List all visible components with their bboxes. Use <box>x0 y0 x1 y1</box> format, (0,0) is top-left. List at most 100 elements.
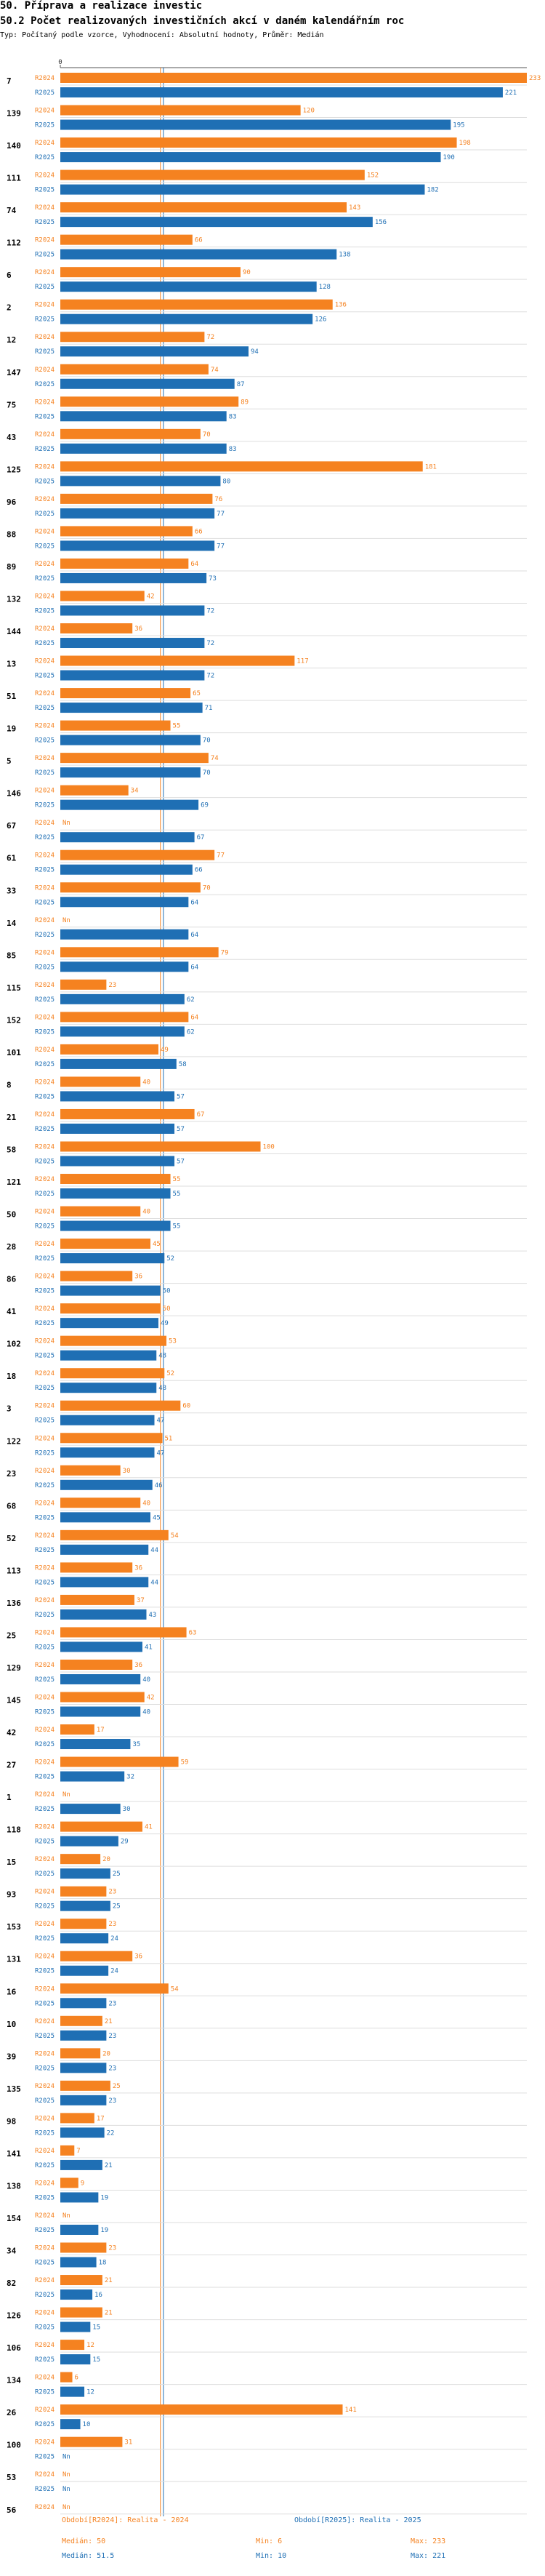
bar-r2025 <box>60 1900 110 1911</box>
series-label-r2025: R2025 <box>35 575 54 583</box>
bar-r2024 <box>60 2145 75 2156</box>
bar-r2024 <box>60 1303 161 1314</box>
bar-r2025 <box>60 1318 159 1329</box>
series-label-r2025: R2025 <box>35 1320 54 1327</box>
bar-value-r2025: 83 <box>229 446 237 453</box>
series-label-r2024: R2024 <box>35 528 54 535</box>
series-label-r2025: R2025 <box>35 1061 54 1068</box>
series-label-r2025: R2025 <box>35 1028 54 1036</box>
bar-value-r2025: 15 <box>92 2324 100 2332</box>
bar-r2024 <box>60 2307 102 2318</box>
series-label-r2024: R2024 <box>35 1629 54 1636</box>
bar-r2025 <box>60 572 207 583</box>
series-label-r2024: R2024 <box>35 1824 54 1831</box>
series-label-r2024: R2024 <box>35 2180 54 2187</box>
series-label-r2024: R2024 <box>35 788 54 795</box>
series-label-r2025: R2025 <box>35 1839 54 1846</box>
bar-value-r2024: 42 <box>147 593 155 600</box>
bar-value-r2025: 128 <box>319 284 331 291</box>
bar-r2024 <box>60 396 239 407</box>
bar-value-r2025: 72 <box>206 640 214 647</box>
bar-value-r2024: 79 <box>221 949 229 956</box>
chart-info: Typ: Počítaný podle vzorce, Vyhodnocení:… <box>0 31 324 39</box>
bar-value-r2024: Nn <box>62 2504 70 2511</box>
bar-value-r2025: 23 <box>108 2000 116 2007</box>
series-label-r2024: R2024 <box>35 2018 54 2025</box>
series-label-r2024: R2024 <box>35 1953 54 1961</box>
bar-value-r2025: 77 <box>217 511 225 518</box>
bar-value-r2024: 40 <box>142 1209 150 1216</box>
bar-r2025 <box>60 1156 175 1167</box>
category-label: 98 <box>7 2116 16 2126</box>
bar-r2024 <box>60 1821 142 1832</box>
bar-value-r2025: 71 <box>205 705 213 712</box>
category-label: 93 <box>7 1890 16 1900</box>
series-label-r2024: R2024 <box>35 1209 54 1216</box>
bar-r2024 <box>60 2177 78 2188</box>
bar-r2024 <box>60 267 241 278</box>
bar-value-r2024: 117 <box>296 658 308 665</box>
bar-r2024 <box>60 882 201 893</box>
series-label-r2024: R2024 <box>35 302 54 309</box>
bar-value-r2025: 195 <box>453 122 464 129</box>
bar-value-r2024: 40 <box>142 1079 150 1086</box>
category-label: 96 <box>7 497 17 507</box>
category-label: 33 <box>7 886 16 895</box>
bar-value-r2024: 55 <box>173 723 181 730</box>
series-label-r2025: R2025 <box>35 899 54 906</box>
category-label: 61 <box>7 854 17 863</box>
series-label-r2025: R2025 <box>35 1385 54 1392</box>
category-label: 134 <box>7 2376 21 2385</box>
category-label: 39 <box>7 2052 16 2061</box>
bar-r2024 <box>60 2080 110 2091</box>
series-label-r2024: R2024 <box>35 949 54 956</box>
bar-r2024 <box>60 1854 101 1865</box>
bar-value-r2025: 55 <box>173 1223 181 1231</box>
bar-value-r2024: Nn <box>62 820 70 827</box>
bar-r2025 <box>60 2030 107 2041</box>
series-label-r2024: R2024 <box>35 2050 54 2057</box>
bar-r2025 <box>60 1673 141 1684</box>
bar-value-r2024: 42 <box>147 1695 155 1702</box>
bar-r2025 <box>60 249 337 260</box>
bar-r2024 <box>60 2275 102 2286</box>
series-label-r2024: R2024 <box>35 593 54 600</box>
bar-value-r2025: 66 <box>195 867 203 874</box>
bar-r2024 <box>60 428 201 439</box>
category-label: 68 <box>7 1501 16 1511</box>
series-label-r2024: R2024 <box>35 1921 54 1928</box>
bar-value-r2024: 60 <box>182 1403 190 1410</box>
bar-value-r2025: 67 <box>197 834 205 841</box>
bar-value-r2025: 16 <box>94 2292 102 2299</box>
bar-value-r2025: 182 <box>427 187 438 194</box>
bar-r2024 <box>60 2048 101 2059</box>
series-label-r2024: R2024 <box>35 2115 54 2122</box>
bar-r2025 <box>60 87 503 97</box>
bar-value-r2024: 64 <box>190 561 198 568</box>
bar-r2025 <box>60 2386 85 2397</box>
bar-r2024 <box>60 2372 73 2383</box>
bar-r2025 <box>60 1285 161 1296</box>
series-label-r2025: R2025 <box>35 2065 54 2072</box>
bar-value-r2025: 64 <box>190 964 198 971</box>
category-label: 25 <box>7 1631 16 1640</box>
series-label-r2024: R2024 <box>35 2375 54 2382</box>
series-label-r2025: R2025 <box>35 1514 54 1521</box>
bar-r2025 <box>60 1415 155 1425</box>
series-label-r2025: R2025 <box>35 1093 54 1100</box>
series-label-r2024: R2024 <box>35 561 54 568</box>
series-label-r2024: R2024 <box>35 1695 54 1702</box>
bar-value-r2025: 25 <box>113 1903 121 1911</box>
series-label-r2025: R2025 <box>35 1774 54 1781</box>
bar-value-r2024: Nn <box>62 2212 70 2220</box>
series-label-r2025: R2025 <box>35 1903 54 1911</box>
category-label: 27 <box>7 1761 16 1770</box>
category-label: 41 <box>7 1307 17 1316</box>
bar-value-r2024: 40 <box>142 1500 150 1507</box>
bar-value-r2025: 18 <box>99 2260 107 2267</box>
category-label: 26 <box>7 2408 17 2417</box>
category-label: 8 <box>7 1080 12 1089</box>
bar-value-r2025: 23 <box>108 2065 116 2072</box>
bar-value-r2024: 90 <box>243 269 251 276</box>
series-label-r2024: R2024 <box>35 172 54 180</box>
